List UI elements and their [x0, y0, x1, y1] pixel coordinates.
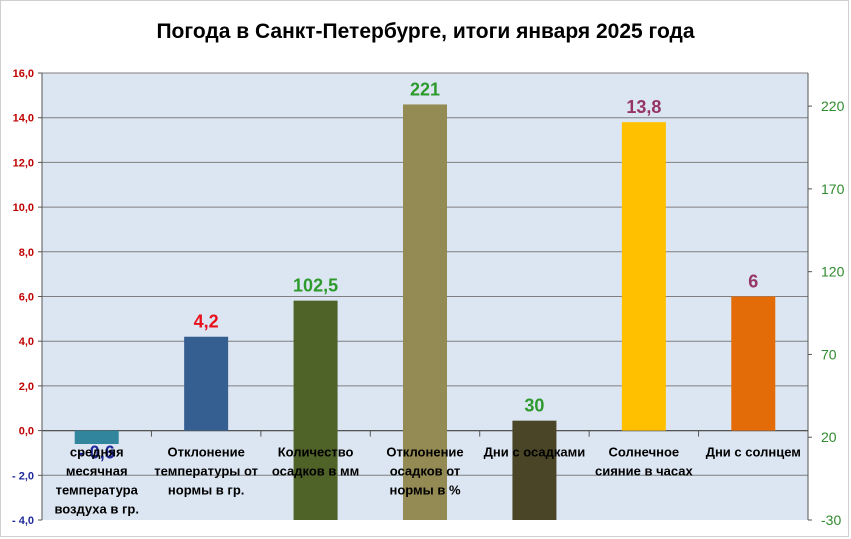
category-label-line: Дни с осадками: [484, 445, 586, 460]
right-tick-label: 220: [821, 98, 845, 114]
left-tick-label: 2,0: [19, 381, 34, 393]
category-label-line: Солнечное: [609, 445, 680, 460]
data-label: 4,2: [194, 312, 219, 332]
left-tick-label: - 4,0: [12, 515, 34, 527]
left-tick-label: 12,0: [13, 157, 34, 169]
category-label-line: месячная: [66, 464, 128, 479]
category-label: Дни с осадками: [484, 445, 586, 460]
left-tick-label: 8,0: [19, 247, 34, 259]
data-label: 221: [410, 79, 440, 99]
category-label: средняя месячная температура воздуха в гр.: [54, 445, 139, 517]
category-label-line: осадков в мм: [272, 464, 359, 479]
category-label-line: средняя: [70, 445, 124, 460]
category-label-line: воздуха в гр.: [54, 502, 139, 517]
data-label: 102,5: [293, 276, 338, 296]
category-label-line: нормы в %: [389, 483, 460, 498]
category-label-line: осадков от: [390, 464, 461, 479]
left-tick-label: 0,0: [19, 426, 34, 438]
category-label-line: Отклонение: [167, 445, 244, 460]
bar: [293, 300, 338, 520]
category-label-line: Дни с солнцем: [706, 445, 801, 460]
category-label-line: сияние в часах: [595, 464, 693, 479]
bar: [731, 296, 776, 431]
category-label-line: нормы в гр.: [168, 483, 244, 498]
bar: [512, 420, 557, 520]
bar: [621, 122, 666, 431]
category-label-line: температура: [56, 483, 139, 498]
right-tick-label: 20: [821, 429, 837, 445]
bar: [74, 430, 119, 445]
left-tick-label: 14,0: [13, 113, 34, 125]
left-tick-label: 10,0: [13, 202, 34, 214]
right-tick-label: 120: [821, 264, 845, 280]
category-label: Солнечное сияние в часах: [595, 445, 693, 479]
right-tick-label: -30: [821, 512, 841, 528]
category-label: Количество осадков в мм: [272, 445, 359, 479]
left-tick-label: 4,0: [19, 336, 34, 348]
data-label: 30: [524, 396, 544, 416]
right-tick-label: 170: [821, 181, 845, 197]
category-label-line: температуры от: [154, 464, 258, 479]
data-label: 6: [748, 272, 758, 292]
left-tick-label: 16,0: [13, 68, 34, 80]
left-tick-label: - 2,0: [12, 470, 34, 482]
data-label: 13,8: [626, 97, 661, 117]
category-label: Отклонение осадков от нормы в %: [386, 445, 463, 498]
data-label: - 0,6: [79, 443, 115, 463]
category-label: Дни с солнцем: [706, 445, 801, 460]
chart-title: Погода в Санкт-Петербурге, итоги января …: [156, 20, 695, 43]
bar: [403, 104, 447, 520]
category-label-line: Отклонение: [386, 445, 463, 460]
category-label: Отклонение температуры от нормы в гр.: [154, 445, 258, 498]
left-tick-label: 6,0: [19, 292, 34, 304]
bar: [184, 336, 229, 431]
category-label-line: Количество: [278, 445, 354, 460]
right-tick-label: 70: [821, 346, 837, 362]
